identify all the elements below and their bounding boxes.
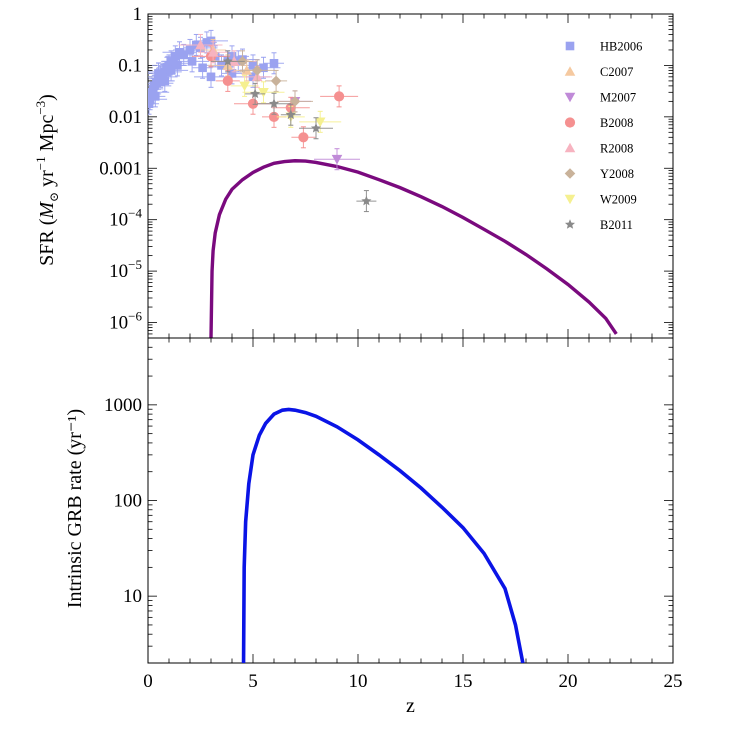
data-point xyxy=(206,36,216,46)
x-tick-label: 20 xyxy=(559,671,578,692)
data-point xyxy=(152,78,161,88)
data-point xyxy=(310,122,322,133)
x-tick-label: 15 xyxy=(454,671,473,692)
data-point xyxy=(251,65,263,76)
data-point xyxy=(314,117,326,128)
data-point xyxy=(259,63,268,73)
data-point xyxy=(250,88,261,99)
legend-marker-B2011 xyxy=(564,219,576,229)
sfr-y-tick-label: 10−4 xyxy=(109,206,142,231)
legend-label-B2008: B2008 xyxy=(600,116,633,130)
sfr-y-tick-label: 0.001 xyxy=(99,158,142,179)
data-point xyxy=(331,154,343,165)
data-point xyxy=(151,92,160,101)
data-point xyxy=(222,75,233,86)
data-point xyxy=(227,52,237,61)
legend-marker-B2008 xyxy=(564,117,576,128)
legend-label-M2007: M2007 xyxy=(600,91,636,105)
data-point xyxy=(298,132,309,143)
series-HB2006 xyxy=(148,29,284,115)
legend-marker-Y2008 xyxy=(564,168,576,179)
data-point xyxy=(269,58,279,68)
data-point xyxy=(268,98,280,108)
data-point xyxy=(268,111,280,122)
x-tick-label: 25 xyxy=(664,671,683,692)
data-point xyxy=(361,195,372,206)
grb-panel-frame xyxy=(147,337,674,664)
sfr-y-axis-title: SFR (M⊙ yr−1 Mpc−3) xyxy=(33,94,61,266)
sfr-y-tick-label: 10−6 xyxy=(109,309,142,334)
data-point xyxy=(334,91,345,102)
sfr-panel: 1 0.1 0.01 0.001 10−4 10−5 10−6 SFR (M⊙ yr−1 Mp… xyxy=(33,4,674,339)
grb-y-axis-title: Intrinsic GRB rate (yr⁻¹) xyxy=(64,409,86,608)
legend-label-Y2008: Y2008 xyxy=(600,167,634,181)
data-point xyxy=(187,57,197,66)
data-point xyxy=(222,56,233,66)
data-point xyxy=(185,45,195,55)
legend-label-B2011: B2011 xyxy=(600,218,633,232)
data-point xyxy=(173,61,182,70)
grb-y-tick-label: 1000 xyxy=(104,395,142,416)
sfr-model-curve xyxy=(209,159,618,338)
legend-label-W2009: W2009 xyxy=(600,193,637,207)
data-point xyxy=(247,98,259,109)
x-tick-label: 10 xyxy=(349,671,368,692)
data-point xyxy=(166,66,176,75)
data-point xyxy=(285,109,296,119)
x-axis-title: z xyxy=(406,695,415,717)
sfr-y-tick-label: 10−5 xyxy=(109,257,142,282)
sfr-y-tick-label: 0.01 xyxy=(109,107,142,128)
series-B2011 xyxy=(210,50,377,213)
data-point xyxy=(195,39,206,50)
grb-rate-curve xyxy=(241,407,525,663)
grb-y-tick-label: 10 xyxy=(123,586,142,607)
data-point xyxy=(206,72,216,82)
data-point xyxy=(270,75,282,87)
sfr-y-tick-label: 0.1 xyxy=(118,55,142,76)
legend-marker-W2009 xyxy=(564,194,576,205)
x-tick-label: 5 xyxy=(248,671,258,692)
data-point xyxy=(179,50,188,60)
data-point xyxy=(154,69,163,78)
sfr-y-tick-label: 1 xyxy=(133,4,143,25)
legend-marker-R2008 xyxy=(564,142,576,153)
legend-marker-HB2006 xyxy=(565,41,575,51)
legend-marker-M2007 xyxy=(564,92,576,103)
data-point xyxy=(207,46,219,57)
grb-y-tick-label: 100 xyxy=(114,491,143,512)
legend-label-HB2006: HB2006 xyxy=(600,40,642,54)
data-point xyxy=(239,81,250,92)
data-point xyxy=(160,76,170,86)
x-tick-label: 0 xyxy=(143,671,153,692)
data-point xyxy=(198,63,207,73)
legend-label-C2007: C2007 xyxy=(600,65,633,79)
data-point xyxy=(248,61,258,70)
series-Y2008 xyxy=(231,50,313,113)
data-point xyxy=(258,88,269,98)
legend-label-R2008: R2008 xyxy=(600,142,633,156)
legend-marker-C2007 xyxy=(564,66,576,76)
data-point xyxy=(227,69,237,78)
